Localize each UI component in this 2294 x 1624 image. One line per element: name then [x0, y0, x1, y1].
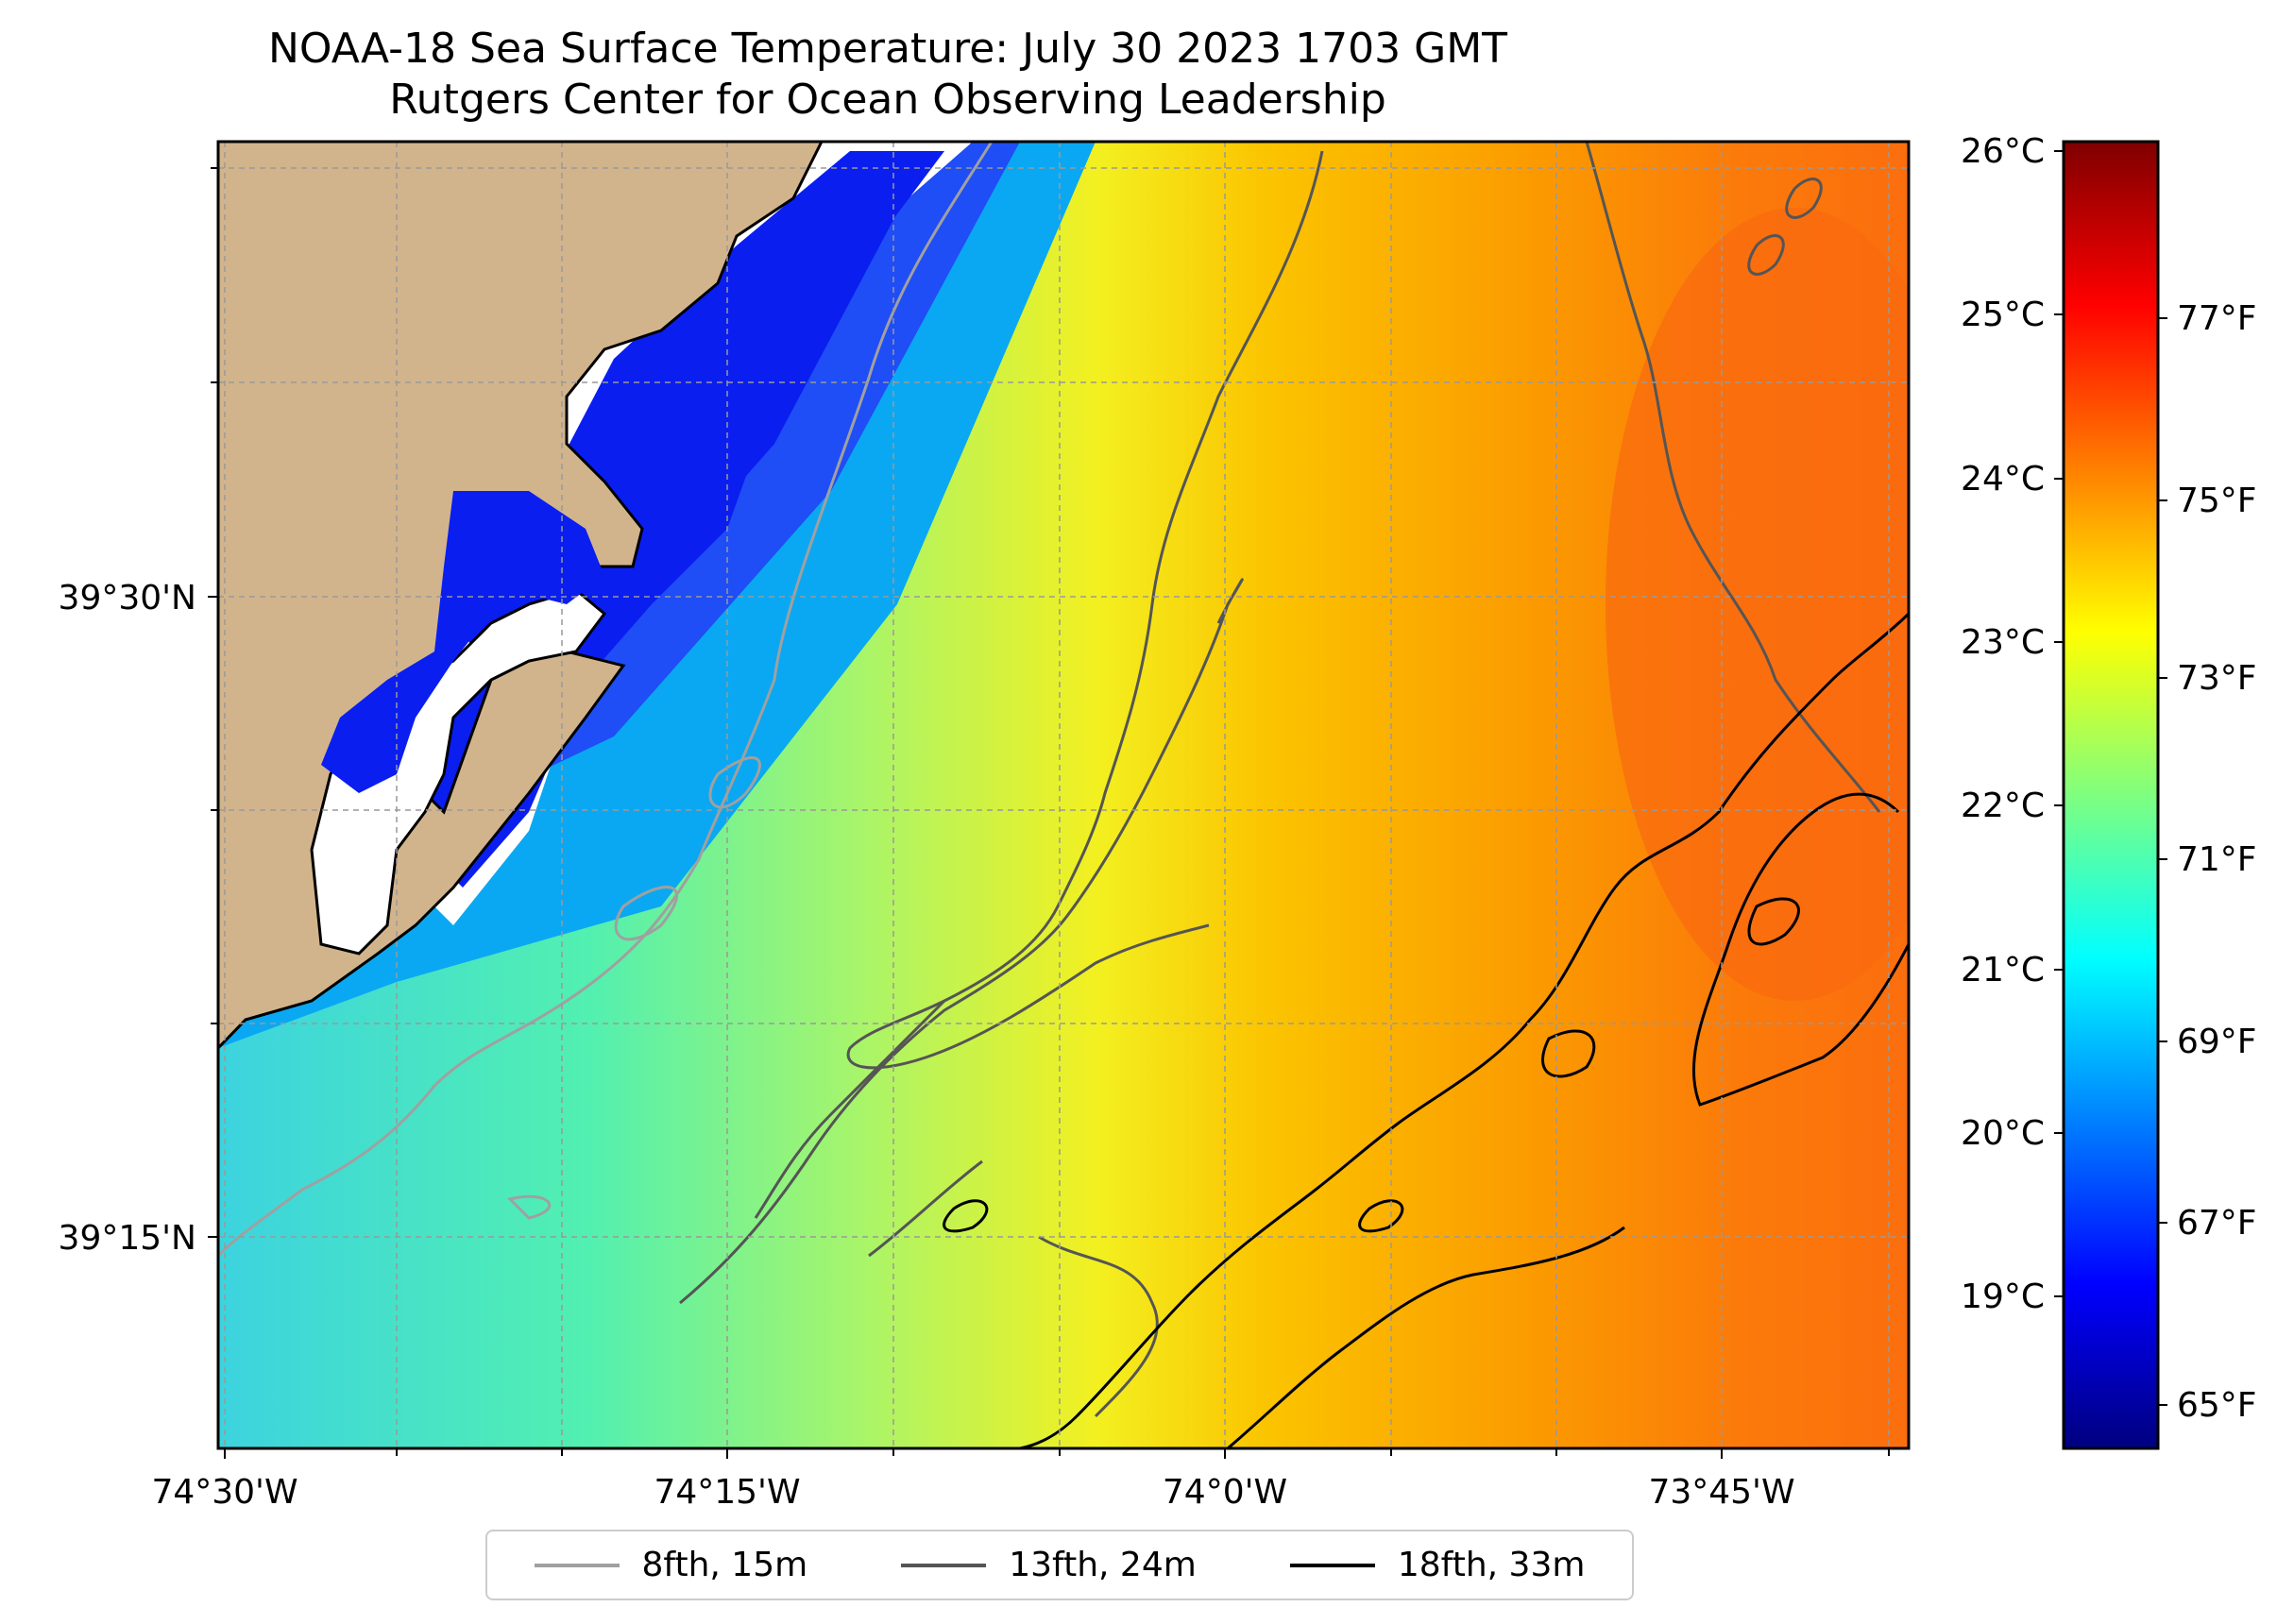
colorbar-ticks	[2054, 150, 2167, 1406]
legend-line-swatch	[901, 1563, 987, 1567]
lat-tick-label: 39°15'N	[59, 1219, 196, 1258]
colorbar-celsius-label: 19°C	[1961, 1277, 2045, 1316]
lon-tick-label: 73°45'W	[1648, 1473, 1794, 1512]
legend-item-13fth: 13fth, 24m	[901, 1546, 1197, 1584]
colorbar-fahrenheit-label: 67°F	[2177, 1204, 2257, 1243]
colorbar-celsius-label: 22°C	[1961, 787, 2045, 825]
colorbar-fahrenheit-label: 65°F	[2177, 1386, 2257, 1425]
contour-13fth-2	[679, 578, 1244, 1305]
colorbar	[2062, 140, 2160, 1450]
lon-tick-label: 74°0'W	[1163, 1473, 1287, 1512]
contour-8fth	[218, 142, 994, 1258]
legend-line-swatch	[534, 1563, 620, 1567]
legend-line-swatch	[1289, 1563, 1375, 1567]
map-title: NOAA-18 Sea Surface Temperature: July 30…	[267, 25, 1508, 73]
colorbar-fahrenheit-label: 71°F	[2177, 840, 2257, 879]
warm-water-patch	[1606, 208, 1909, 1001]
map-plot-area	[218, 142, 1909, 1448]
legend-item-18fth: 18fth, 33m	[1289, 1546, 1586, 1584]
contour-legend: 8fth, 15m 13fth, 24m 18fth, 33m	[485, 1530, 1634, 1600]
contour-13fth-east	[1585, 142, 1881, 813]
contour-8fth-islands	[507, 756, 761, 1220]
legend-label: 18fth, 33m	[1397, 1546, 1586, 1584]
lon-tick-label: 74°30'W	[151, 1473, 297, 1512]
map-subtitle: Rutgers Center for Ocean Observing Leade…	[389, 76, 1386, 124]
colorbar-celsius-label: 24°C	[1961, 460, 2045, 499]
bay-area	[310, 588, 607, 956]
axis-ticks	[208, 167, 1890, 1459]
legend-label: 8fth, 15m	[641, 1546, 808, 1584]
lon-tick-label: 74°15'W	[654, 1473, 800, 1512]
colorbar-celsius-label: 20°C	[1961, 1114, 2045, 1153]
contour-13fth	[846, 150, 1324, 1070]
contour-18fth-islands	[943, 897, 1800, 1233]
legend-label: 13fth, 24m	[1009, 1546, 1197, 1584]
bay-water-cells	[321, 491, 604, 793]
contour-13fth-3	[754, 999, 1159, 1418]
contour-18fth-2	[1227, 792, 1909, 1448]
colorbar-fahrenheit-label: 73°F	[2177, 659, 2257, 698]
colorbar-celsius-label: 21°C	[1961, 951, 2045, 990]
colorbar-fahrenheit-label: 69°F	[2177, 1023, 2257, 1061]
legend-item-8fth: 8fth, 15m	[534, 1546, 808, 1584]
colorbar-fahrenheit-label: 75°F	[2177, 482, 2257, 520]
colorbar-celsius-label: 25°C	[1961, 296, 2045, 334]
gridlines	[218, 142, 1909, 1448]
colorbar-celsius-label: 26°C	[1961, 132, 2045, 171]
colorbar-fahrenheit-label: 77°F	[2177, 299, 2257, 338]
contour-18fth	[1019, 612, 1909, 1448]
colorbar-celsius-label: 23°C	[1961, 623, 2045, 662]
map-frame	[216, 140, 1911, 1450]
lat-tick-label: 39°30'N	[59, 579, 196, 617]
